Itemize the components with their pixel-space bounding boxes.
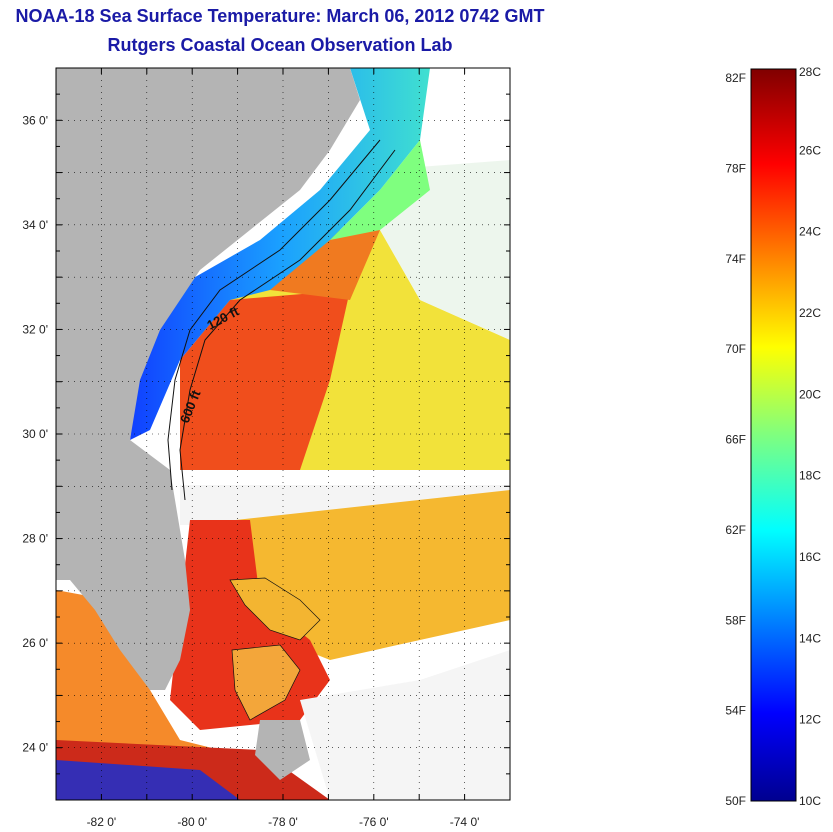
colorbar-f-label: 50F [725, 794, 746, 808]
colorbar-c-label: 16C [799, 550, 821, 564]
lat-tick-label: 34 0' [22, 218, 48, 232]
lon-tick-labels: -82 0' -80 0' -78 0' -76 0' -74 0' [87, 815, 480, 829]
colorbar-fahrenheit-labels: 82F 78F 74F 70F 66F 62F 58F 54F 50F [725, 71, 746, 808]
cloud-scatter-region [380, 160, 510, 340]
chart-subtitle: Rutgers Coastal Ocean Observation Lab [107, 35, 453, 55]
colorbar-f-label: 82F [725, 71, 746, 85]
lat-tick-label: 32 0' [22, 322, 48, 336]
colorbar-c-label: 22C [799, 306, 821, 320]
colorbar-c-label: 20C [799, 387, 821, 401]
chart-title: NOAA-18 Sea Surface Temperature: March 0… [15, 6, 545, 26]
bahamas-andros [255, 720, 310, 780]
isobath-120ft [167, 139, 381, 491]
lon-tick-label: -82 0' [87, 815, 117, 829]
cold-noise-south [56, 760, 240, 800]
shelf-edge-green [330, 140, 430, 240]
bahamas-little-bank [229, 577, 321, 641]
colorbar-f-label: 58F [725, 613, 746, 627]
cloud-south [300, 650, 510, 800]
bahamas-great-bank [231, 644, 301, 721]
colorbar-f-label: 62F [725, 523, 746, 537]
colorbar-f-label: 70F [725, 342, 746, 356]
map-ticks [56, 68, 510, 800]
lat-tick-label: 28 0' [22, 532, 48, 546]
colorbar-f-label: 54F [725, 704, 746, 718]
gulf-stream-tongue [270, 230, 380, 300]
lat-tick-label: 30 0' [22, 427, 48, 441]
continental-shelf-water [130, 68, 430, 440]
gulf-stream-north [180, 290, 350, 470]
sst-map: 120 ft 600 ft [56, 68, 510, 800]
lat-tick-labels: 36 0' 34 0' 32 0' 30 0' 28 0' 26 0' 24 0' [22, 113, 48, 754]
colorbar-c-label: 18C [799, 469, 821, 483]
colorbar-c-label: 10C [799, 794, 821, 808]
colorbar-f-label: 66F [725, 433, 746, 447]
lon-tick-label: -80 0' [177, 815, 207, 829]
lat-tick-label: 26 0' [22, 636, 48, 650]
lon-tick-label: -76 0' [359, 815, 389, 829]
colorbar-celsius-labels: 28C 26C 24C 22C 20C 18C 16C 14C 12C 10C [799, 65, 821, 808]
map-grid [56, 68, 510, 800]
lat-tick-label: 36 0' [22, 113, 48, 127]
lon-tick-label: -74 0' [450, 815, 480, 829]
colorbar [750, 68, 797, 802]
colorbar-f-label: 74F [725, 252, 746, 266]
colorbar-c-label: 24C [799, 225, 821, 239]
us-southeast-land [56, 68, 360, 690]
colorbar-f-label: 78F [725, 161, 746, 175]
colorbar-c-label: 12C [799, 713, 821, 727]
isobath-600ft [179, 149, 396, 501]
colorbar-c-label: 28C [799, 65, 821, 79]
lat-tick-label: 24 0' [22, 741, 48, 755]
colorbar-c-label: 14C [799, 631, 821, 645]
lon-tick-label: -78 0' [268, 815, 298, 829]
colorbar-c-label: 26C [799, 143, 821, 157]
